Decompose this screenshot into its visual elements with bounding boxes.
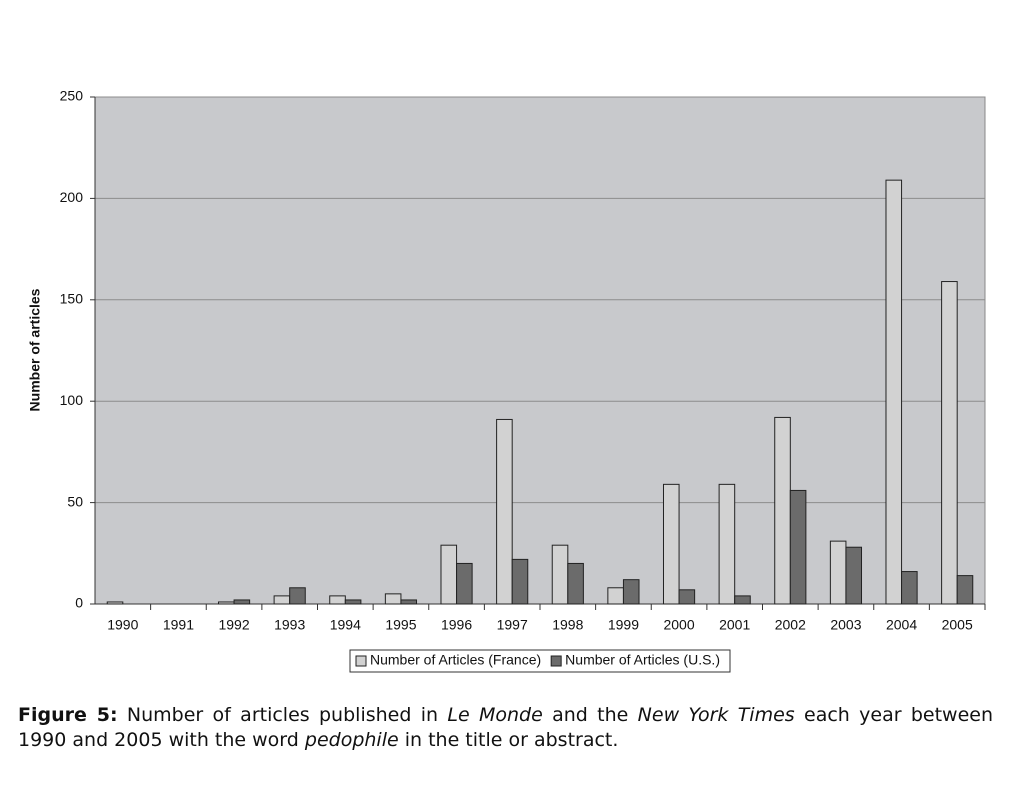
y-tick-label: 100 bbox=[60, 392, 84, 408]
bar bbox=[718, 483, 736, 605]
x-tick-label: 1996 bbox=[441, 617, 472, 633]
bar bbox=[885, 179, 903, 605]
x-tick-label: 2000 bbox=[663, 617, 694, 633]
caption-text: each year between 1990 and 2005 with the… bbox=[18, 704, 994, 751]
y-tick-label: 50 bbox=[67, 493, 83, 509]
bar bbox=[233, 599, 251, 605]
bar bbox=[400, 599, 418, 605]
x-tick-label: 1994 bbox=[330, 617, 361, 633]
bar bbox=[567, 562, 584, 605]
plot-area bbox=[94, 96, 986, 605]
caption: Figure 5: Number of articles published i… bbox=[18, 703, 993, 753]
bar bbox=[106, 601, 124, 605]
legend-label: Number of Articles (France) bbox=[370, 652, 541, 668]
bar bbox=[774, 416, 791, 605]
bar bbox=[551, 544, 569, 605]
legend-box bbox=[349, 649, 731, 673]
bar bbox=[941, 281, 958, 605]
bar bbox=[662, 483, 680, 605]
bar bbox=[829, 540, 847, 605]
bar bbox=[734, 595, 751, 605]
bar bbox=[384, 593, 402, 605]
bar bbox=[217, 601, 235, 605]
bar bbox=[607, 587, 624, 605]
x-tick-label: 2004 bbox=[886, 617, 917, 633]
x-tick-label: 1991 bbox=[163, 617, 194, 633]
bar bbox=[344, 599, 362, 605]
x-tick-label: 1997 bbox=[497, 617, 528, 633]
bar bbox=[289, 587, 306, 605]
x-tick-label: 1993 bbox=[274, 617, 305, 633]
x-tick-label: 2001 bbox=[719, 617, 750, 633]
bar bbox=[511, 558, 529, 605]
caption-text: Number of articles published in bbox=[117, 704, 448, 726]
bar bbox=[622, 579, 640, 605]
x-tick-label: 1995 bbox=[385, 617, 416, 633]
bar bbox=[440, 544, 458, 605]
bar bbox=[956, 575, 974, 605]
caption-text: in the title or abstract. bbox=[398, 729, 619, 751]
caption-text: and the bbox=[542, 704, 638, 726]
bar bbox=[273, 595, 291, 605]
x-tick-label: 2002 bbox=[775, 617, 806, 633]
x-tick-label: 1999 bbox=[608, 617, 639, 633]
x-tick-label: 1990 bbox=[107, 617, 138, 633]
legend-swatch bbox=[355, 655, 367, 667]
y-tick-label: 0 bbox=[75, 595, 83, 611]
x-tick-label: 2005 bbox=[942, 617, 973, 633]
caption-label: Figure 5: bbox=[18, 704, 118, 726]
chart: Number of articles 0 50 100 150 200 250 1990 19… bbox=[27, 88, 986, 673]
caption-text: New York Times bbox=[637, 704, 795, 726]
x-tick-label: 1992 bbox=[218, 617, 249, 633]
legend-label: Number of Articles (U.S.) bbox=[565, 652, 720, 668]
x-tick-label: 2003 bbox=[830, 617, 861, 633]
y-tick-label: 200 bbox=[60, 189, 84, 205]
bar bbox=[845, 546, 863, 605]
caption-text: pedophile bbox=[304, 729, 399, 751]
bar bbox=[678, 589, 696, 605]
legend-swatch bbox=[550, 655, 562, 667]
bar bbox=[456, 562, 473, 605]
caption-text: Le Monde bbox=[447, 704, 543, 726]
bar bbox=[496, 418, 513, 605]
y-axis-label: Number of articles bbox=[27, 288, 43, 411]
bar bbox=[901, 571, 918, 605]
y-tick-label: 150 bbox=[60, 291, 84, 307]
bar bbox=[789, 489, 807, 605]
y-tick-label: 250 bbox=[60, 88, 84, 104]
bar bbox=[329, 595, 346, 605]
x-tick-label: 1998 bbox=[552, 617, 583, 633]
